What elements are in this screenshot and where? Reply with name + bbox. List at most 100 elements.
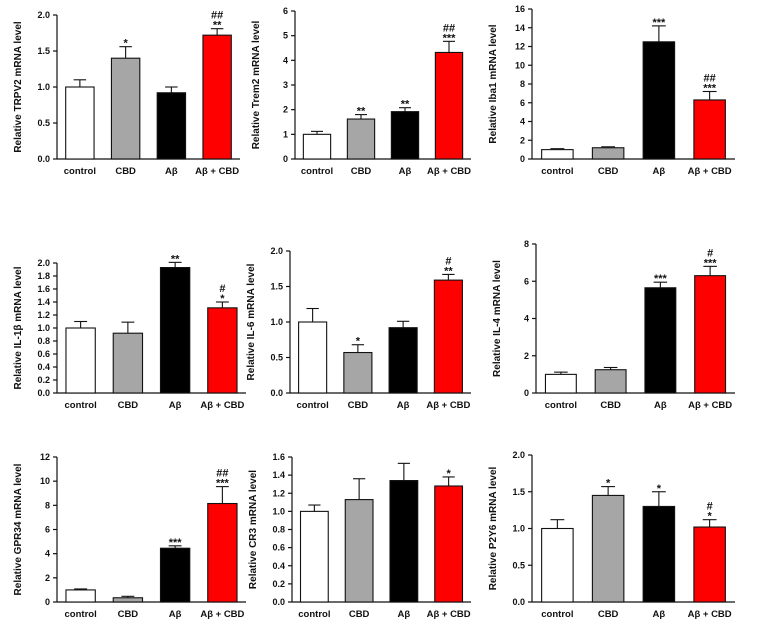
x-category-label: control	[65, 609, 97, 620]
bar-abeta	[642, 41, 676, 160]
y-tick-label: 1.0	[270, 317, 283, 327]
chart-panel-6: 0 2 4 6 8 Relative IL-4 mRNA level control CBD *…	[492, 239, 735, 411]
bar-control	[544, 373, 577, 394]
x-category-label: CBD	[115, 166, 136, 177]
chart-panel-4: 0.0 0.2 0.4 0.6 0.8 1.0 1.2 1.4 1.6 1.8 2.0 Relativ…	[13, 253, 246, 411]
significance-mark: #	[707, 247, 713, 259]
y-tick-label: 12	[40, 452, 50, 462]
y-tick-label: 2	[45, 573, 50, 583]
y-axis-label: Relative IL-4 mRNA level	[492, 260, 503, 377]
y-tick-label: 1.5	[37, 46, 50, 56]
y-tick-label: 8	[524, 239, 529, 249]
x-category-label: Aβ + CBD	[688, 609, 732, 620]
x-category-label: Aβ + CBD	[426, 400, 470, 411]
bar-control	[65, 589, 96, 603]
significance-mark: #	[219, 283, 225, 295]
y-axis-label: Relative Iba1 mRNA level	[488, 24, 499, 143]
significance-mark: ***	[703, 83, 717, 95]
y-axis-label: Relative Trem2 mRNA level	[251, 20, 262, 149]
x-category-label: Aβ	[653, 609, 666, 620]
bar-abeta	[156, 92, 187, 160]
y-tick-label: 1.0	[37, 82, 50, 92]
x-category-label: CBD	[349, 609, 370, 620]
y-tick-label: 4	[283, 55, 288, 65]
y-tick-label: 12	[515, 42, 525, 52]
y-tick-label: 0.0	[37, 388, 50, 398]
y-tick-label: 6	[520, 98, 525, 108]
y-tick-label: 0	[45, 597, 50, 607]
y-tick-label: 0	[283, 154, 288, 164]
y-tick-label: 1.0	[272, 506, 285, 516]
bar-abeta	[642, 505, 676, 603]
significance-mark: **	[444, 265, 453, 277]
y-tick-label: 2.0	[37, 10, 50, 20]
significance-mark: **	[357, 106, 366, 118]
y-tick-label: 0.4	[37, 362, 50, 372]
x-category-label: control	[297, 400, 329, 411]
y-tick-label: 0.2	[37, 375, 50, 385]
bar-abeta_cbd	[207, 502, 238, 603]
y-tick-label: 1.6	[37, 284, 50, 294]
x-category-label: CBD	[598, 166, 619, 177]
x-category-label: control	[545, 400, 577, 411]
significance-mark: ##	[216, 468, 228, 480]
x-category-label: Aβ + CBD	[200, 609, 244, 620]
chart-panel-9: 0.0 0.5 1.0 1.5 2.0 Relative P2Y6 mRNA level c…	[488, 450, 735, 620]
y-tick-label: 14	[515, 23, 525, 33]
y-tick-label: 1.5	[512, 487, 525, 497]
y-tick-label: 4	[45, 549, 50, 559]
y-tick-label: 2.0	[270, 246, 283, 256]
x-category-label: Aβ	[653, 166, 666, 177]
bar-abeta_cbd	[693, 99, 726, 160]
bar-abeta_cbd	[207, 307, 238, 394]
y-tick-label: 0.5	[37, 118, 50, 128]
bar-control	[299, 510, 329, 603]
bar-abeta_cbd	[693, 526, 726, 603]
x-category-label: Aβ + CBD	[427, 609, 471, 620]
chart-panel-3: 0 2 4 6 8 10 12 14 16 Relative Iba1 mRNA level con…	[488, 4, 735, 177]
bar-abeta_cbd	[434, 485, 464, 603]
x-category-label: Aβ	[398, 609, 411, 620]
significance-mark: **	[401, 99, 410, 111]
bar-cbd	[344, 499, 374, 603]
bar-abeta	[390, 111, 420, 160]
significance-mark: *	[220, 293, 225, 305]
y-tick-label: 0.2	[272, 579, 285, 589]
y-tick-label: 0.0	[512, 597, 525, 607]
y-tick-label: 0.0	[272, 597, 285, 607]
y-tick-label: 6	[283, 6, 288, 16]
bar-cbd	[591, 494, 625, 603]
bar-cbd	[110, 57, 141, 160]
bar-abeta	[159, 547, 191, 603]
y-tick-label: 1.2	[37, 310, 50, 320]
y-tick-label: 1.8	[37, 271, 50, 281]
y-axis-label: Relative GPR34 mRNA level	[13, 463, 24, 595]
bar-control	[298, 321, 328, 394]
x-category-label: CBD	[600, 400, 621, 411]
x-category-label: CBD	[348, 400, 369, 411]
y-tick-label: 4	[520, 117, 525, 127]
bar-control	[65, 327, 96, 394]
y-tick-label: 1.0	[512, 524, 525, 534]
y-tick-label: 0.8	[37, 336, 50, 346]
y-tick-label: 0.0	[270, 388, 283, 398]
y-tick-label: 0.5	[512, 560, 525, 570]
y-tick-label: 1	[283, 129, 288, 139]
x-category-label: Aβ	[397, 400, 410, 411]
bar-cbd	[112, 332, 144, 394]
significance-mark: **	[213, 20, 222, 32]
bar-abeta	[389, 480, 419, 603]
x-category-label: Aβ + CBD	[688, 400, 732, 411]
significance-mark: ##	[704, 73, 716, 85]
y-tick-label: 10	[40, 476, 50, 486]
x-category-label: CBD	[118, 609, 139, 620]
bar-cbd	[591, 147, 625, 160]
y-axis-label: Relative IL-6 mRNA level	[246, 263, 257, 380]
bar-cbd	[112, 597, 144, 603]
x-category-label: control	[541, 609, 573, 620]
y-tick-label: 2	[283, 105, 288, 115]
y-axis-label: Relative IL-1β mRNA level	[13, 266, 24, 389]
x-category-label: control	[65, 400, 97, 411]
x-category-label: Aβ + CBD	[688, 166, 732, 177]
